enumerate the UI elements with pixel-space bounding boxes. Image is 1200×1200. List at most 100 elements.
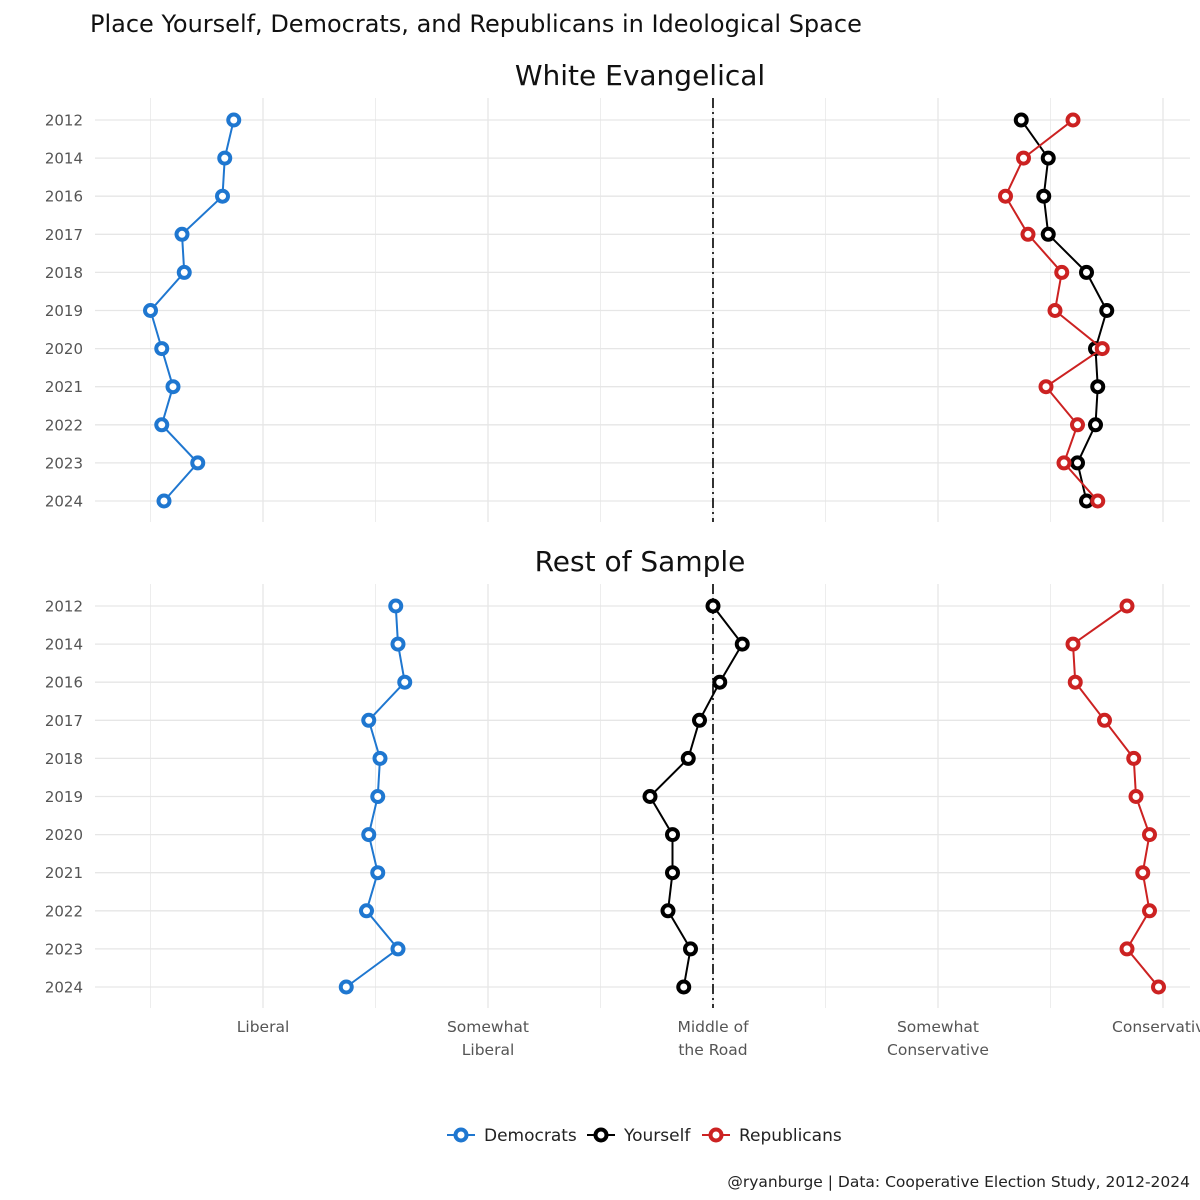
x-tick-label: Middle of the Road: [677, 1018, 749, 1059]
legend-label: Republicans: [739, 1126, 842, 1146]
data-point-republicans: [1070, 417, 1085, 433]
y-tick-label: 2022: [45, 416, 83, 434]
data-point-yourself: [665, 827, 680, 843]
legend-item-yourself: Yourself: [587, 1126, 691, 1146]
data-point-yourself: [665, 865, 680, 881]
y-tick-label: 2021: [45, 864, 83, 882]
data-point-republicans: [1090, 493, 1106, 509]
data-point-democrats: [156, 493, 172, 509]
data-point-democrats: [165, 379, 181, 395]
y-tick-label: 2012: [45, 598, 83, 616]
data-point-democrats: [338, 979, 354, 995]
facets: 2012 2014 2016 2017 2018 2019 2020 2021 2022 2023…: [45, 59, 1190, 1008]
data-point-yourself: [1088, 417, 1103, 433]
data-point-yourself: [692, 712, 707, 728]
data-point-republicans: [1097, 712, 1112, 728]
y-tick-label: 2018: [45, 264, 83, 282]
legend-key-point: [708, 1127, 724, 1143]
legend-label: Democrats: [484, 1126, 577, 1146]
data-point-democrats: [174, 226, 190, 242]
data-point-republicans: [1135, 865, 1151, 881]
legend: Democrats Yourself Republicans: [447, 1126, 842, 1146]
y-tick-label: 2016: [45, 674, 83, 692]
data-point-democrats: [372, 750, 388, 766]
data-point-republicans: [1038, 379, 1054, 395]
data-point-republicans: [998, 188, 1013, 204]
data-point-democrats: [176, 264, 192, 280]
y-tick-label: 2019: [45, 788, 83, 806]
data-point-democrats: [217, 150, 233, 166]
y-tick-label: 2014: [45, 636, 83, 654]
data-point-democrats: [370, 865, 386, 881]
y-tick-label: 2024: [45, 493, 83, 511]
y-tick-label: 2023: [45, 940, 83, 958]
data-point-yourself: [734, 636, 750, 652]
legend-item-republicans: Republicans: [702, 1126, 842, 1146]
chart-caption: @ryanburge | Data: Cooperative Election …: [727, 1173, 1190, 1191]
data-point-democrats: [361, 712, 377, 728]
y-tick-label: 2022: [45, 902, 83, 920]
x-axis: Liberal Somewhat Liberal Middle of the Road S…: [237, 1018, 1200, 1059]
data-point-republicans: [1016, 150, 1031, 166]
x-tick-label: Liberal: [237, 1018, 290, 1036]
data-point-yourself: [1040, 150, 1056, 166]
data-point-democrats: [370, 789, 386, 804]
data-point-republicans: [1142, 827, 1157, 843]
x-tick-label: Somewhat Conservative: [887, 1018, 989, 1059]
y-tick-label: 2019: [45, 302, 83, 320]
data-point-republicans: [1065, 112, 1081, 128]
facet-panel: 2012 2014 2016 2017 2018 2019 2020 2021 2022 2023…: [45, 545, 1190, 1008]
data-point-yourself: [1070, 455, 1085, 471]
data-point-democrats: [154, 341, 170, 357]
data-point-yourself: [1090, 379, 1106, 395]
data-point-republicans: [1020, 226, 1036, 242]
x-tick-label: Conservative: [1112, 1018, 1200, 1036]
data-point-yourself: [660, 903, 676, 919]
data-point-republicans: [1065, 636, 1081, 652]
data-point-republicans: [1126, 750, 1142, 766]
data-point-republicans: [1054, 264, 1070, 280]
x-tick-label: Somewhat Liberal: [447, 1018, 529, 1059]
y-tick-label: 2017: [45, 712, 83, 730]
data-point-yourself: [1036, 188, 1052, 204]
facet-title: White Evangelical: [515, 59, 765, 92]
data-point-republicans: [1056, 455, 1072, 471]
y-tick-label: 2012: [45, 112, 83, 130]
data-point-democrats: [143, 303, 158, 318]
data-point-republicans: [1094, 341, 1110, 357]
data-point-republicans: [1128, 789, 1144, 804]
data-point-yourself: [642, 789, 658, 804]
data-point-yourself: [676, 979, 692, 995]
y-tick-label: 2020: [45, 826, 83, 844]
data-point-yourself: [1079, 264, 1094, 280]
y-tick-label: 2014: [45, 150, 83, 168]
data-point-yourself: [712, 674, 728, 690]
data-point-democrats: [215, 188, 230, 204]
data-point-republicans: [1142, 903, 1157, 919]
y-tick-label: 2020: [45, 340, 83, 358]
y-tick-label: 2016: [45, 188, 83, 206]
data-point-yourself: [680, 750, 696, 766]
data-point-yourself: [1013, 112, 1029, 128]
data-point-yourself: [1040, 226, 1056, 242]
data-point-yourself: [705, 598, 721, 614]
chart-title: Place Yourself, Democrats, and Republica…: [90, 10, 862, 38]
data-point-republicans: [1067, 674, 1083, 690]
data-point-republicans: [1151, 979, 1166, 995]
facet-panel: 2012 2014 2016 2017 2018 2019 2020 2021 2022 2023…: [45, 59, 1190, 522]
legend-key-point: [593, 1127, 609, 1143]
data-point-democrats: [359, 903, 374, 919]
data-point-democrats: [361, 827, 377, 843]
legend-key-point: [453, 1127, 469, 1143]
data-point-yourself: [1099, 303, 1115, 318]
data-point-republicans: [1119, 598, 1135, 614]
data-point-democrats: [226, 112, 242, 128]
data-point-democrats: [154, 417, 170, 433]
data-point-democrats: [190, 455, 206, 471]
y-tick-label: 2024: [45, 979, 83, 997]
y-tick-label: 2023: [45, 454, 83, 472]
legend-label: Yourself: [623, 1126, 691, 1146]
y-tick-label: 2021: [45, 378, 83, 396]
data-point-republicans: [1047, 303, 1063, 318]
